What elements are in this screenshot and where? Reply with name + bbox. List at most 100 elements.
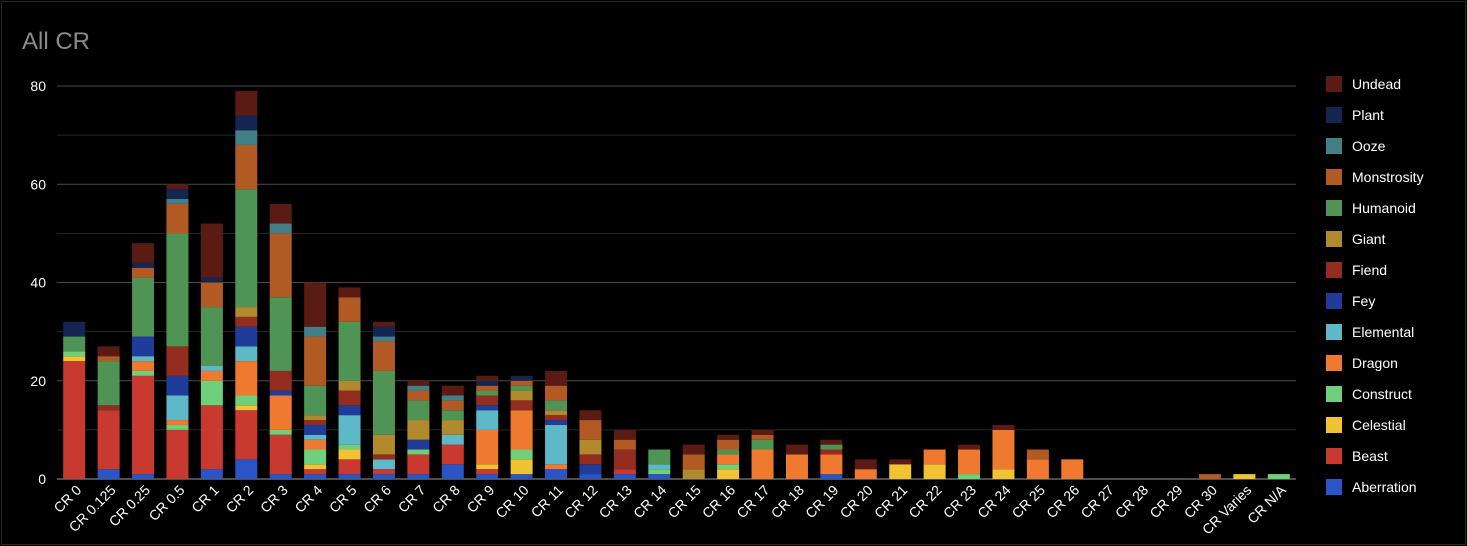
bar-segment-undead	[476, 375, 499, 381]
bar-segment-beast	[304, 469, 327, 475]
bar-segment-monstrosity	[682, 454, 705, 470]
bar-segment-monstrosity	[717, 439, 740, 450]
legend-item-fiend: Fiend	[1326, 260, 1387, 280]
bar-segment-beast	[407, 454, 430, 475]
bar-segment-undead	[751, 429, 774, 435]
legend-label: Ooze	[1352, 138, 1386, 154]
bar-segment-fiend	[269, 370, 292, 391]
bar-segment-fiend	[545, 415, 568, 421]
bar-segment-construct	[304, 449, 327, 465]
bar-segment-humanoid	[407, 400, 430, 421]
legend-swatch	[1326, 324, 1342, 340]
bar-segment-beast	[372, 469, 395, 475]
legend-label: Aberration	[1352, 479, 1417, 495]
bar-segment-humanoid	[751, 439, 774, 450]
bar-segment-aberration	[613, 474, 636, 479]
bar-segment-construct	[166, 424, 189, 430]
legend-label: Celestial	[1352, 417, 1406, 433]
bar-segment-beast	[132, 375, 155, 475]
bar-segment-elemental	[200, 366, 223, 371]
bar-segment-dragon	[717, 454, 740, 465]
bar-segment-aberration	[820, 474, 843, 479]
bar-segment-undead	[132, 243, 155, 263]
bar-segment-celestial	[338, 449, 361, 460]
bar-segment-dragon	[785, 454, 808, 479]
bar-segment-undead	[269, 203, 292, 224]
bar-segment-beast	[200, 405, 223, 470]
bar-segment-dragon	[923, 449, 946, 465]
bar-segment-humanoid	[820, 444, 843, 450]
bar-segment-monstrosity	[166, 203, 189, 234]
x-tick-label: CR 1	[188, 482, 222, 516]
bar-segment-fey	[476, 405, 499, 411]
bar-segment-dragon	[200, 370, 223, 381]
bar-segment-elemental	[545, 424, 568, 465]
bar-segment-aberration	[132, 474, 155, 479]
legend-label: Plant	[1352, 107, 1384, 123]
bar-segment-giant	[338, 380, 361, 391]
legend-swatch	[1326, 417, 1342, 433]
bar-segment-humanoid	[648, 449, 671, 465]
bar-segment-undead	[407, 380, 430, 386]
bar-segment-monstrosity	[1198, 474, 1221, 479]
x-tick-label: CR 27	[1077, 482, 1117, 522]
bar-segment-fiend	[820, 449, 843, 455]
x-tick-label: CR 13	[596, 482, 636, 522]
legend-label: Fiend	[1352, 262, 1388, 278]
legend-item-giant: Giant	[1326, 229, 1385, 249]
x-tick-label: CR 0.5	[145, 482, 187, 524]
bar-segment-construct	[200, 380, 223, 406]
bar-segment-monstrosity	[613, 439, 636, 450]
x-tick-label: CR 2	[223, 482, 257, 516]
bar-segment-undead	[545, 370, 568, 386]
bar-segment-giant	[372, 434, 395, 455]
bar-segment-giant	[304, 415, 327, 421]
bar-segment-aberration	[476, 474, 499, 479]
legend-label: Construct	[1352, 386, 1412, 402]
bar-segment-undead	[958, 444, 981, 450]
bar-segment-fiend	[510, 400, 533, 411]
bar-segment-fiend	[476, 395, 499, 406]
x-tick-label: CR 7	[395, 482, 429, 516]
legend-item-plant: Plant	[1326, 105, 1384, 125]
bar-segment-monstrosity	[579, 420, 602, 440]
bar-segment-ooze	[269, 223, 292, 234]
legend-swatch	[1326, 200, 1342, 216]
bar-segment-plant	[476, 380, 499, 386]
x-tick-label: CR 24	[974, 482, 1014, 522]
bar-segment-beast	[63, 361, 86, 479]
bar-segment-dragon	[751, 449, 774, 479]
bar-segment-construct	[648, 469, 671, 475]
legend-item-fey: Fey	[1326, 291, 1375, 311]
legend-item-beast: Beast	[1326, 446, 1388, 466]
bar-segment-undead	[889, 459, 912, 465]
x-tick-label: CR 10	[492, 482, 532, 522]
bar-segment-construct	[1267, 474, 1290, 479]
bar-segment-dragon	[820, 454, 843, 475]
legend-label: Fey	[1352, 293, 1376, 309]
bar-segment-monstrosity	[476, 385, 499, 391]
bar-segment-celestial	[889, 464, 912, 479]
bar-segment-monstrosity	[132, 267, 155, 278]
x-tick-label: CR 28	[1112, 482, 1152, 522]
y-tick-label: 40	[30, 275, 46, 291]
bar-segment-humanoid	[338, 321, 361, 381]
x-tick-label: CR 12	[561, 482, 601, 522]
bar-segment-undead	[441, 385, 464, 396]
bar-segment-celestial	[304, 464, 327, 470]
bar-segment-celestial	[992, 469, 1015, 479]
bar-segment-aberration	[372, 474, 395, 479]
bar-segment-construct	[717, 464, 740, 470]
bar-segment-beast	[269, 434, 292, 475]
x-tick-label: CR 14	[630, 482, 670, 522]
bar-segment-fiend	[338, 390, 361, 406]
bar-segment-humanoid	[717, 449, 740, 455]
bar-segment-ooze	[441, 395, 464, 401]
bar-segment-construct	[235, 395, 258, 406]
legend-swatch	[1326, 262, 1342, 278]
bar-segment-dragon	[992, 429, 1015, 470]
bar-segment-plant	[63, 321, 86, 337]
bar-segment-celestial	[717, 469, 740, 479]
bar-segment-fiend	[579, 454, 602, 465]
